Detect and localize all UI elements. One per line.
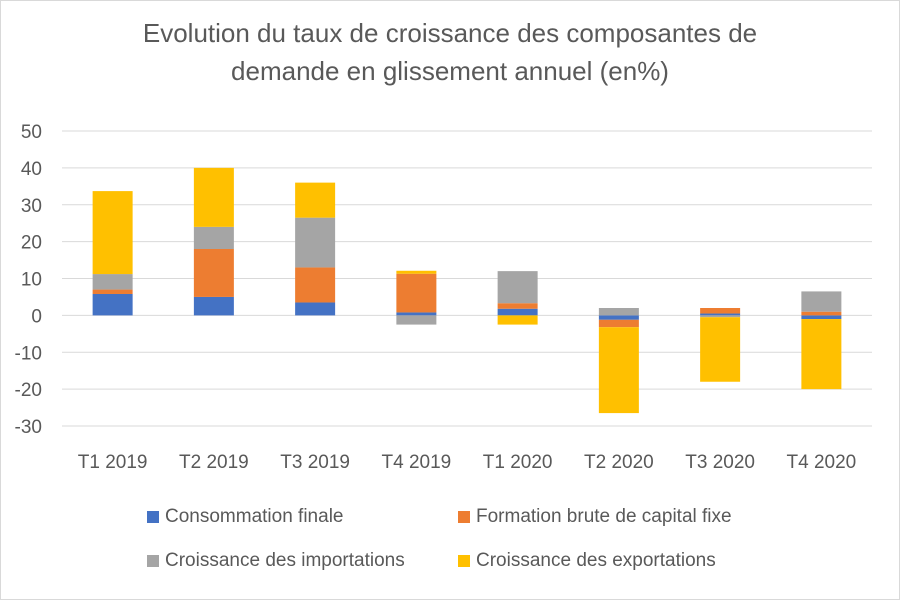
bar-segment: [497, 308, 538, 316]
x-tick-label: T2 2019: [179, 452, 249, 473]
chart-title-line-2: demande en glissement annuel (en%): [231, 56, 669, 86]
legend-label-consommation: Consommation finale: [165, 506, 344, 527]
x-tick-label: T4 2019: [382, 452, 452, 473]
legend-swatch-importations: [147, 555, 159, 567]
legend-swatch-exportations: [458, 555, 470, 567]
legend-item-importations: Croissance des importations: [147, 550, 405, 572]
legend-item-exportations: Croissance des exportations: [458, 550, 716, 572]
bar-segment: [801, 291, 842, 312]
legend-label-fbcf: Formation brute de capital fixe: [476, 506, 732, 527]
bar-segment: [92, 191, 133, 275]
x-tick-label: T3 2019: [280, 452, 350, 473]
y-tick-label: 20: [21, 233, 42, 254]
x-tick-label: T2 2020: [584, 452, 654, 473]
bar-segment: [193, 249, 234, 297]
bar-segment: [295, 302, 336, 316]
legend-swatch-fbcf: [458, 511, 470, 523]
bar-segment: [598, 327, 639, 414]
chart-legend: Consommation finale Formation brute de c…: [0, 496, 900, 586]
y-tick-label: 50: [21, 122, 42, 143]
bar-segment: [700, 315, 741, 318]
bar-segment: [295, 267, 336, 303]
x-tick-label: T1 2020: [483, 452, 553, 473]
bar-segment: [801, 315, 842, 320]
bar-segment: [497, 271, 538, 304]
bar-segment: [396, 273, 437, 313]
legend-item-consommation: Consommation finale: [147, 506, 343, 528]
bar-segment: [700, 317, 741, 382]
y-tick-label: 40: [21, 159, 42, 180]
chart-title-line-1: Evolution du taux de croissance des comp…: [142, 18, 758, 48]
bar-segment: [598, 315, 639, 320]
legend-label-exportations: Croissance des exportations: [476, 550, 716, 571]
bar-segment: [193, 167, 234, 227]
x-tick-label: T3 2020: [685, 452, 755, 473]
y-tick-label: -10: [15, 343, 42, 364]
x-tick-label: T4 2020: [787, 452, 857, 473]
bar-segment: [193, 226, 234, 249]
bar-segment: [92, 293, 133, 316]
bar-segment: [92, 289, 133, 294]
bar-segment: [396, 315, 437, 325]
y-tick-label: 0: [31, 306, 42, 327]
bar-segment: [193, 296, 234, 316]
bar-segment: [700, 313, 741, 316]
bar-segment: [497, 303, 538, 309]
bar-segment: [598, 319, 639, 328]
bar-segment: [396, 270, 437, 274]
y-tick-label: -30: [15, 417, 42, 438]
bar-segment: [92, 274, 133, 290]
y-tick-label: 10: [21, 270, 42, 291]
y-tick-label: 30: [21, 196, 42, 217]
legend-item-fbcf: Formation brute de capital fixe: [458, 506, 732, 528]
y-tick-label: -20: [15, 380, 42, 401]
legend-label-importations: Croissance des importations: [165, 550, 405, 571]
bar-segment: [295, 217, 336, 268]
bar-segment: [598, 308, 639, 316]
legend-swatch-consommation: [147, 511, 159, 523]
bar-segment: [396, 312, 437, 316]
bar-segment: [801, 311, 842, 316]
bar-segment: [801, 319, 842, 390]
bar-segment: [700, 308, 741, 314]
bar-segment: [295, 182, 336, 218]
x-tick-label: T1 2019: [78, 452, 148, 473]
bar-segment: [497, 315, 538, 325]
chart-title: Evolution du taux de croissance des comp…: [0, 14, 900, 90]
